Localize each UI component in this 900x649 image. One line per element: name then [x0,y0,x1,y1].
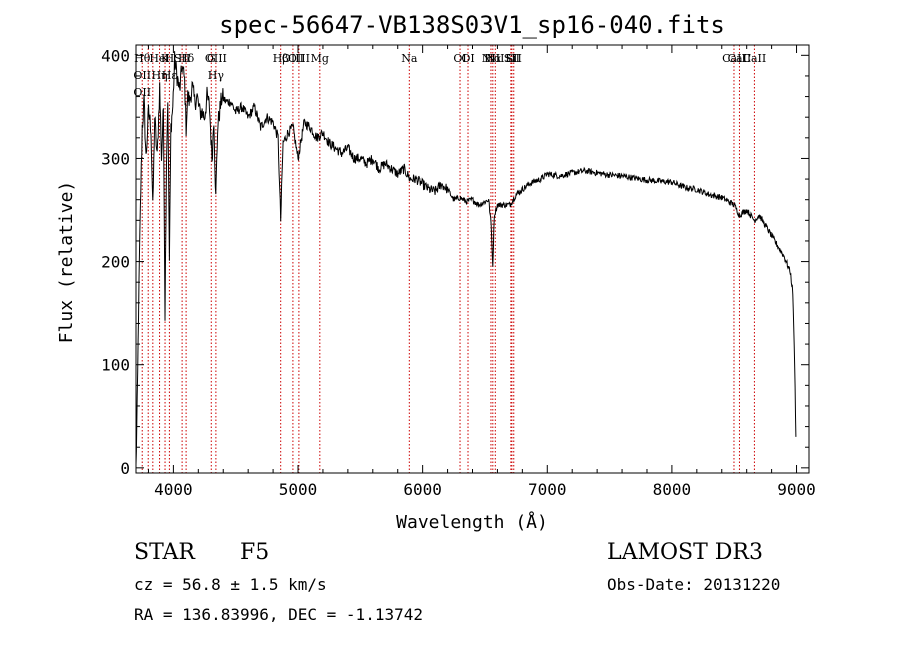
y-tick-label: 100 [101,356,130,375]
line-label: Li [505,52,516,65]
survey-name: LAMOST DR3 [607,540,763,565]
line-label: CaII [728,52,752,65]
flux-spectrum-line [135,51,797,465]
line-label: NII [482,52,500,65]
line-label: OI [453,52,466,65]
x-tick-label: 9000 [777,480,816,499]
line-label: OI [461,52,474,65]
redshift-value: cz = 56.8 ± 1.5 km/s [134,575,327,594]
x-axis-label: Wavelength (Å) [396,511,548,533]
line-label: OIII [205,52,227,65]
line-label: Hα [484,52,502,65]
y-tick-label: 0 [120,459,130,478]
chart-title: spec-56647-VB138S03V1_sp16-040.fits [219,11,725,39]
line-label: Hε [162,69,178,82]
y-axis-label: Flux (relative) [56,181,77,344]
y-tick-label: 400 [101,46,130,65]
line-label: K [161,52,170,65]
line-label: SII [506,52,522,65]
y-tick-label: 300 [101,149,130,168]
line-label: Hδ [178,52,195,65]
x-tick-label: 4000 [154,480,193,499]
line-label: Hθ [134,52,151,65]
object-subclass: F5 [240,540,270,565]
line-label: Hη [151,69,167,82]
line-label: Hβ [273,52,289,65]
line-label: G [207,52,216,65]
x-tick-label: 5000 [279,480,318,499]
line-label: H [165,52,175,65]
coordinates: RA = 136.83996, DEC = -1.13742 [134,605,423,624]
axis-ticks: 4000 5000 6000 7000 8000 9000 0 100 200 300 400 [101,45,816,499]
y-tick-label: 200 [101,253,130,272]
line-label: SII [504,52,520,65]
line-label: OII [133,69,151,82]
object-class: STAR [134,540,195,565]
obs-date: Obs-Date: 20131220 [607,575,781,594]
line-label: CaII [722,52,746,65]
line-label: Mg [311,52,329,65]
line-label: Na [401,52,418,65]
line-label: OIII [288,52,310,65]
line-label: HeI [149,52,169,65]
x-tick-label: 7000 [528,480,567,499]
line-label: OIII [282,52,304,65]
line-label: SII [174,52,190,65]
line-label: NII [486,52,504,65]
line-label: OII [133,86,151,99]
spectral-line-markers [141,45,755,473]
line-label: Hγ [208,69,225,82]
plot-frame [135,44,810,474]
x-tick-label: 8000 [653,480,692,499]
x-tick-label: 6000 [403,480,442,499]
line-label: CaII [743,52,767,65]
